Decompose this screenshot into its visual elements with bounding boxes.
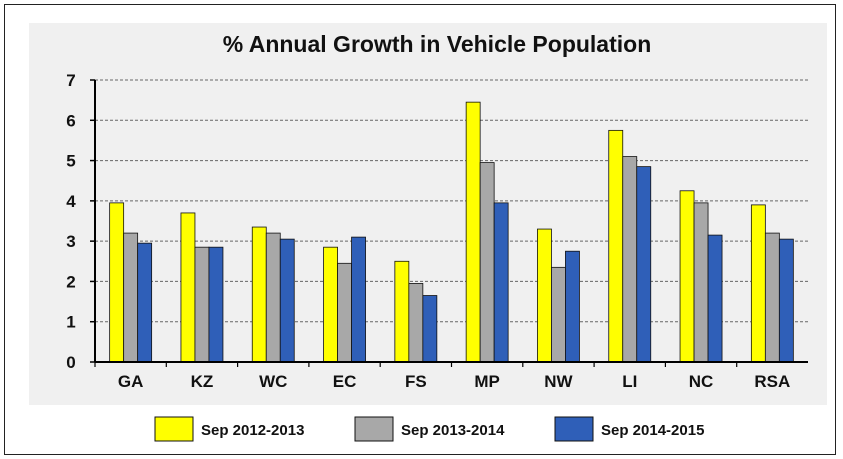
- bar-ec-series-2: [337, 262, 352, 363]
- y-axis-ticks: 0 1 2 3 4 5 6 7: [66, 71, 95, 372]
- bar-nc-series-2: [693, 202, 709, 363]
- bar-nc-series-3: [707, 234, 723, 363]
- gridlines: [95, 79, 808, 323]
- bar-li-series-2: [622, 156, 638, 363]
- x-tick-label: FS: [405, 372, 427, 391]
- bar-ec-series-3: [351, 236, 366, 363]
- y-tick-label: 7: [66, 71, 75, 90]
- x-tick-label: NW: [544, 372, 573, 391]
- bar-rsa-series-1: [750, 204, 766, 363]
- x-axis-ticks: GA KZ WC EC FS MP NW LI NC RSA: [94, 362, 790, 391]
- bar-li-series-3: [636, 166, 652, 363]
- bar-wc-series-1: [251, 226, 267, 363]
- y-tick-label: 4: [66, 192, 76, 211]
- bar-ec-series-1: [323, 246, 338, 363]
- x-tick-label: EC: [333, 372, 357, 391]
- bar-mp-series-2: [479, 162, 495, 363]
- bar-nw-series-3: [565, 250, 580, 363]
- bar-kz-series-2: [194, 246, 210, 363]
- bar-nc-series-1: [679, 190, 695, 363]
- x-tick-label: RSA: [754, 372, 790, 391]
- bar-kz-series-1: [180, 212, 196, 363]
- legend-swatch: [354, 416, 394, 442]
- legend: Sep 2012-2013 Sep 2013-2014 Sep 2014-2015: [154, 416, 704, 442]
- legend-swatch: [554, 416, 594, 442]
- bar-ga-series-2: [123, 232, 139, 363]
- legend-item: Sep 2014-2015: [554, 416, 704, 442]
- bar-mp-series-1: [465, 101, 481, 363]
- y-tick-label: 1: [66, 313, 75, 332]
- bar-wc-series-3: [279, 238, 295, 363]
- legend-item: Sep 2012-2013: [154, 416, 304, 442]
- y-tick-label: 5: [66, 152, 75, 171]
- bar-li-series-1: [608, 129, 624, 363]
- x-tick-label: NC: [689, 372, 714, 391]
- bar-fs-series-3: [422, 295, 438, 363]
- legend-swatch: [154, 416, 194, 442]
- bar-wc-series-2: [265, 232, 281, 363]
- legend-label: Sep 2012-2013: [201, 422, 304, 439]
- legend-item: Sep 2013-2014: [354, 416, 505, 442]
- x-tick-label: KZ: [191, 372, 214, 391]
- bar-nw-series-1: [537, 228, 552, 363]
- bars: [109, 101, 794, 363]
- y-tick-label: 3: [66, 232, 75, 251]
- x-tick-label: MP: [474, 372, 500, 391]
- x-tick-label: LI: [622, 372, 637, 391]
- bar-ga-series-1: [109, 202, 125, 363]
- bar-rsa-series-2: [764, 232, 780, 363]
- legend-label: Sep 2014-2015: [601, 422, 704, 439]
- y-tick-label: 6: [66, 111, 75, 130]
- x-tick-label: GA: [118, 372, 144, 391]
- bar-ga-series-3: [137, 242, 153, 363]
- bar-kz-series-3: [208, 246, 224, 363]
- y-tick-label: 2: [66, 272, 75, 291]
- legend-label: Sep 2013-2014: [401, 422, 505, 439]
- bar-rsa-series-3: [778, 238, 794, 363]
- bar-nw-series-2: [551, 266, 566, 363]
- bar-mp-series-3: [493, 202, 509, 363]
- chart-title: % Annual Growth in Vehicle Population: [223, 31, 652, 57]
- bar-fs-series-1: [394, 260, 410, 363]
- y-tick-label: 0: [66, 353, 75, 372]
- bar-fs-series-2: [408, 283, 424, 363]
- x-tick-label: WC: [259, 372, 287, 391]
